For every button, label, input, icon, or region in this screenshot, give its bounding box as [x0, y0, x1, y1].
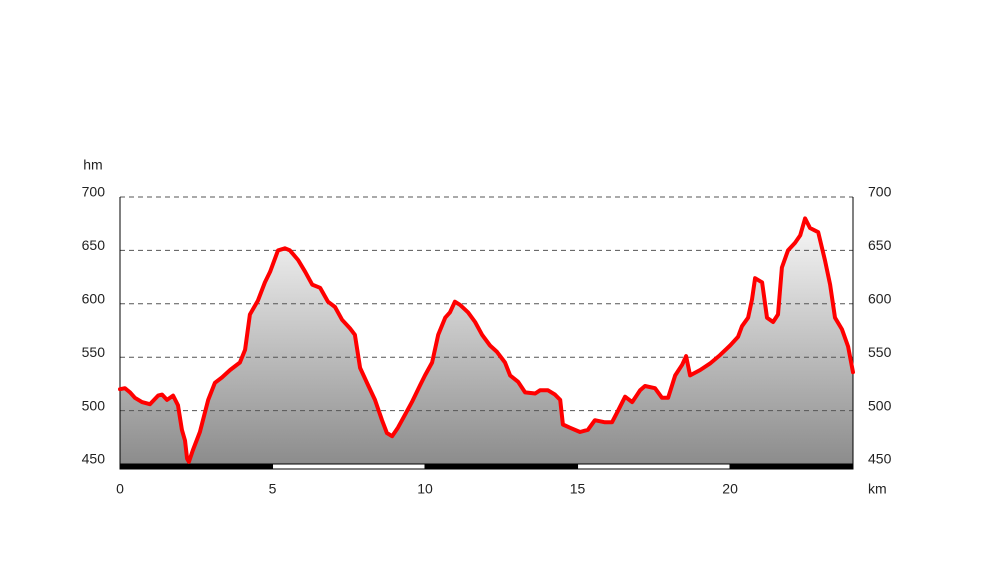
x-tick-label: 10: [417, 481, 433, 497]
y-tick-label: 550: [82, 344, 106, 360]
scale-segment: [424, 463, 579, 470]
y2-tick-label: 700: [868, 184, 892, 200]
y-tick-label: 450: [82, 451, 106, 467]
scale-segment: [577, 463, 731, 470]
y-tick-label: 600: [82, 291, 106, 307]
x-tick-label: 5: [269, 481, 277, 497]
y2-tick-label: 450: [868, 451, 892, 467]
scale-segment: [119, 463, 274, 470]
y-tick-label: 650: [82, 237, 106, 253]
x-axis-label: km: [868, 481, 887, 497]
y2-tick-label: 550: [868, 344, 892, 360]
y-axis-label: hm: [83, 157, 102, 173]
y2-tick-label: 600: [868, 291, 892, 307]
x-tick-label: 0: [116, 481, 124, 497]
y2-tick-label: 650: [868, 237, 892, 253]
scale-segment: [729, 463, 854, 470]
y-tick-label: 700: [82, 184, 106, 200]
elevation-line: [118, 216, 855, 464]
y2-tick-label: 500: [868, 397, 892, 413]
x-tick-label: 20: [722, 481, 738, 497]
x-tick-label: 15: [570, 481, 586, 497]
y-tick-label: 500: [82, 397, 106, 413]
scale-segment: [272, 463, 426, 470]
